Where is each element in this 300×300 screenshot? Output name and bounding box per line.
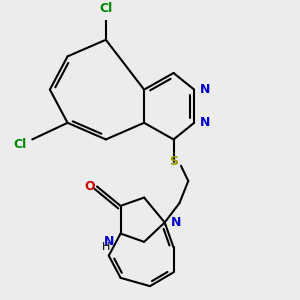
Text: N: N (200, 83, 210, 96)
Text: H: H (102, 242, 110, 252)
Text: S: S (169, 155, 178, 168)
Text: Cl: Cl (14, 139, 27, 152)
Text: O: O (84, 180, 95, 193)
Text: Cl: Cl (99, 2, 112, 15)
Text: N: N (200, 116, 210, 129)
Text: N: N (171, 216, 181, 229)
Text: N: N (104, 236, 115, 248)
